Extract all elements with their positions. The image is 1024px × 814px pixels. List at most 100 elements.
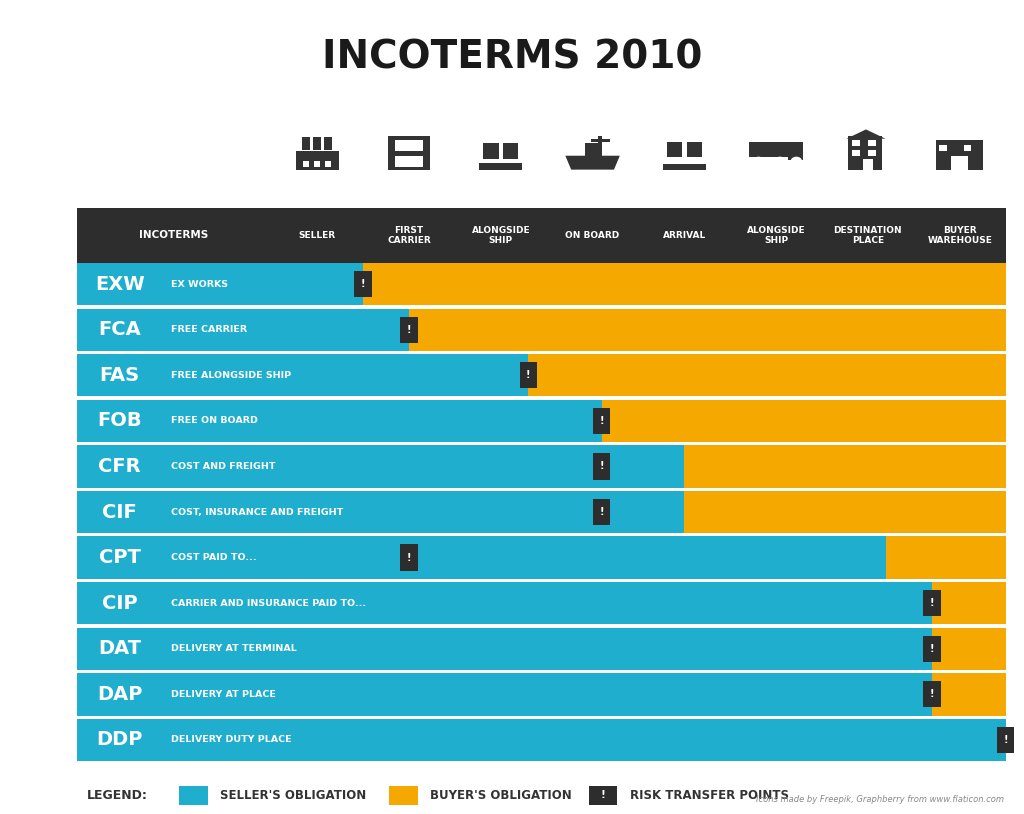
Bar — [77, 354, 1006, 396]
Text: RISK TRANSFER POINTS: RISK TRANSFER POINTS — [630, 789, 788, 802]
Text: ALONGSIDE
SHIP: ALONGSIDE SHIP — [746, 225, 806, 245]
Circle shape — [753, 156, 765, 166]
Text: ALONGSIDE
SHIP: ALONGSIDE SHIP — [471, 225, 530, 245]
Text: !: ! — [930, 598, 934, 608]
Bar — [77, 579, 1006, 582]
Bar — [77, 624, 1006, 628]
Bar — [77, 309, 409, 351]
Bar — [77, 536, 1006, 579]
Bar — [388, 136, 430, 169]
Text: FAS: FAS — [99, 365, 140, 385]
Bar — [951, 155, 969, 169]
Polygon shape — [847, 129, 886, 138]
Bar — [863, 159, 872, 169]
Text: EXW: EXW — [95, 274, 144, 294]
Text: !: ! — [599, 416, 604, 426]
Text: LEGEND:: LEGEND: — [87, 789, 147, 802]
Text: CARRIER AND INSURANCE PAID TO...: CARRIER AND INSURANCE PAID TO... — [171, 598, 367, 608]
Bar — [479, 164, 522, 169]
Bar — [77, 442, 1006, 445]
Bar — [77, 670, 1006, 673]
Bar — [179, 786, 208, 805]
Bar — [313, 137, 322, 150]
Bar — [77, 673, 932, 716]
Bar — [325, 161, 331, 167]
Bar — [787, 142, 804, 160]
Bar — [593, 408, 610, 434]
Bar — [77, 628, 932, 670]
Bar — [77, 488, 1006, 491]
Text: SELLER'S OBLIGATION: SELLER'S OBLIGATION — [220, 789, 367, 802]
Bar — [302, 137, 310, 150]
Text: DESTINATION
PLACE: DESTINATION PLACE — [834, 225, 902, 245]
Text: ARRIVAL: ARRIVAL — [663, 230, 706, 240]
Bar — [667, 142, 682, 157]
Bar — [296, 151, 339, 169]
Bar — [593, 453, 610, 479]
Text: BUYER'S OBLIGATION: BUYER'S OBLIGATION — [430, 789, 571, 802]
Bar — [77, 309, 1006, 351]
Bar — [852, 150, 860, 155]
Bar — [77, 445, 1006, 488]
Bar — [868, 140, 876, 147]
Bar — [77, 263, 364, 305]
Text: FREE CARRIER: FREE CARRIER — [171, 325, 247, 335]
Bar — [598, 136, 601, 155]
Text: !: ! — [407, 325, 412, 335]
Bar — [852, 140, 860, 147]
Bar — [400, 317, 418, 343]
Bar — [77, 533, 1006, 536]
Bar — [749, 142, 792, 157]
Bar — [77, 719, 1006, 761]
Bar — [77, 582, 1006, 624]
Text: ON BOARD: ON BOARD — [565, 230, 620, 240]
Text: !: ! — [1004, 735, 1008, 745]
Bar — [77, 716, 1006, 719]
Bar — [687, 142, 701, 157]
Bar — [77, 445, 684, 488]
Text: !: ! — [407, 553, 412, 562]
Bar — [77, 491, 1006, 533]
Text: FOB: FOB — [97, 411, 142, 431]
Bar — [395, 140, 423, 151]
Text: DELIVERY AT TERMINAL: DELIVERY AT TERMINAL — [171, 644, 297, 654]
Bar — [303, 161, 309, 167]
Bar — [388, 152, 430, 153]
Text: !: ! — [601, 790, 605, 800]
Bar — [354, 271, 372, 297]
Text: CFR: CFR — [98, 457, 141, 476]
Text: !: ! — [599, 462, 604, 471]
Bar — [77, 396, 1006, 400]
Bar — [77, 400, 1006, 442]
Text: DELIVERY DUTY PLACE: DELIVERY DUTY PLACE — [171, 735, 292, 745]
Text: INCOTERMS: INCOTERMS — [139, 230, 209, 240]
Bar — [77, 719, 1006, 761]
Bar — [77, 400, 602, 442]
Bar — [936, 140, 983, 169]
Text: EX WORKS: EX WORKS — [171, 279, 228, 289]
Bar — [519, 362, 537, 388]
Text: CIP: CIP — [102, 593, 137, 613]
Bar — [924, 681, 941, 707]
Text: DAP: DAP — [97, 685, 142, 704]
Bar — [77, 536, 886, 579]
Text: BUYER
WAREHOUSE: BUYER WAREHOUSE — [928, 225, 992, 245]
Bar — [77, 305, 1006, 309]
Bar — [77, 263, 1006, 305]
Bar — [77, 208, 1006, 263]
Text: FCA: FCA — [98, 320, 141, 339]
Text: COST AND FREIGHT: COST AND FREIGHT — [171, 462, 275, 471]
Bar — [924, 590, 941, 616]
Circle shape — [774, 156, 785, 166]
Bar — [389, 786, 418, 805]
Text: !: ! — [526, 370, 530, 380]
Bar — [591, 139, 610, 142]
Bar — [483, 143, 499, 159]
Polygon shape — [565, 155, 620, 169]
Text: !: ! — [930, 644, 934, 654]
Bar — [593, 499, 610, 525]
Text: CIF: CIF — [102, 502, 137, 522]
Bar — [77, 354, 528, 396]
Bar — [585, 143, 600, 155]
Text: INCOTERMS 2010: INCOTERMS 2010 — [322, 38, 702, 77]
